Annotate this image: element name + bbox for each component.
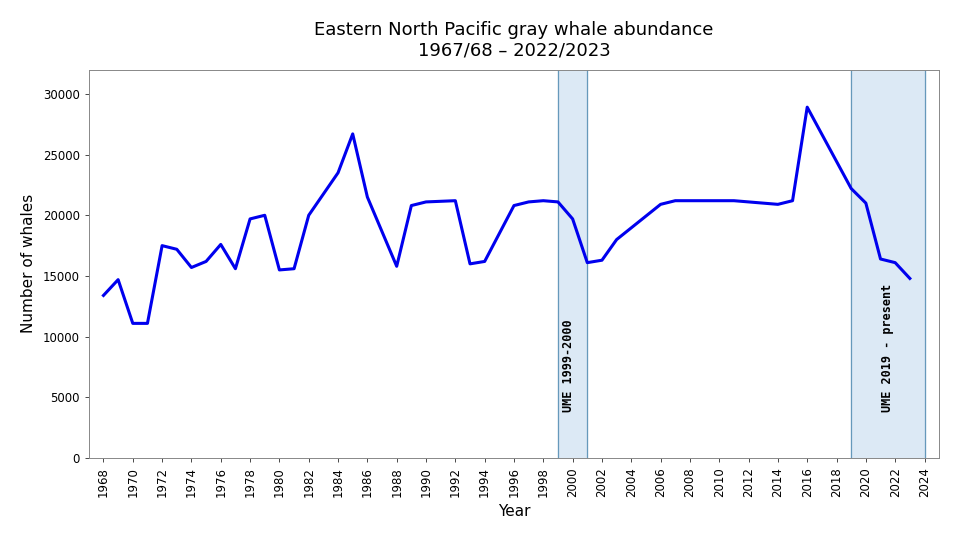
Text: UME 2019 - present: UME 2019 - present (881, 284, 895, 412)
Text: UME 1999-2000: UME 1999-2000 (562, 320, 575, 412)
Y-axis label: Number of whales: Number of whales (21, 194, 36, 334)
X-axis label: Year: Year (497, 504, 530, 519)
Bar (558, 70, 588, 458)
Bar (852, 70, 924, 458)
Title: Eastern North Pacific gray whale abundance
1967/68 – 2022/2023: Eastern North Pacific gray whale abundan… (314, 21, 713, 59)
